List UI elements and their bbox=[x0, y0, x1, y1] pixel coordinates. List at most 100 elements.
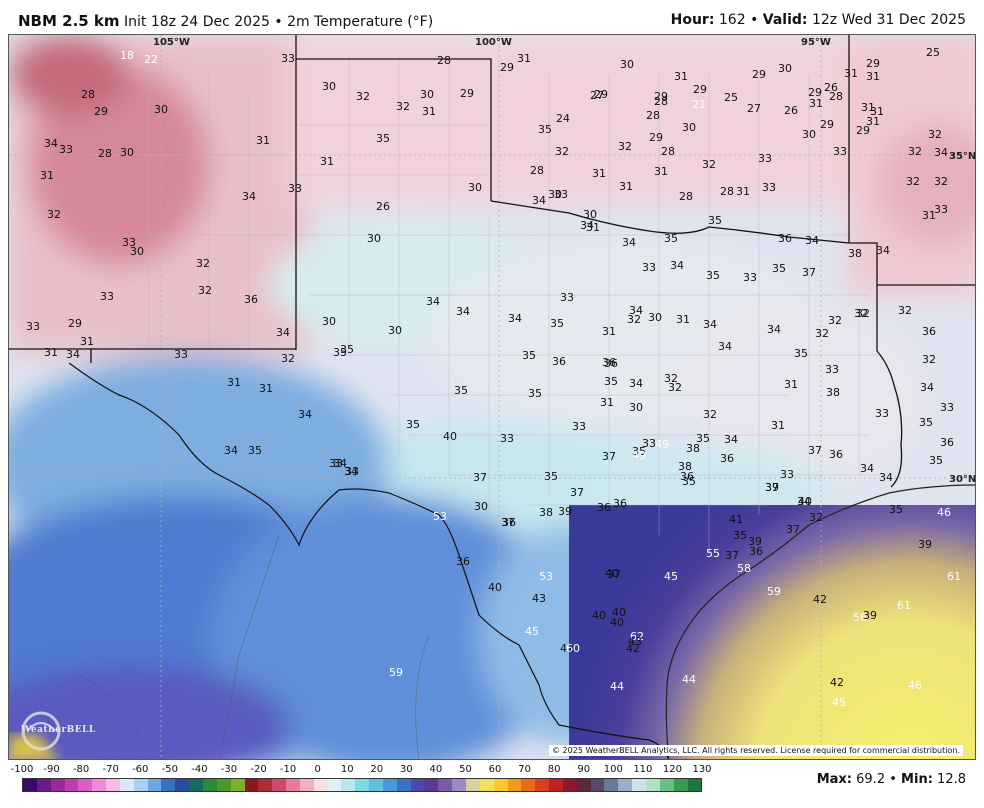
temperature-value: 34 bbox=[629, 304, 643, 317]
scale-tick: -20 bbox=[250, 764, 267, 775]
temperature-value: 30 bbox=[367, 232, 381, 245]
scale-tick: -30 bbox=[220, 764, 238, 775]
temperature-value: 29 bbox=[68, 317, 82, 330]
longitude-labels: 105°W 100°W 95°W bbox=[153, 37, 831, 48]
temperature-value: 33 bbox=[940, 401, 954, 414]
temperature-value: 39 bbox=[863, 609, 877, 622]
temperature-value: 34 bbox=[670, 259, 684, 272]
colorbar-segment bbox=[424, 779, 439, 791]
temperature-value: 39 bbox=[765, 481, 779, 494]
temperature-value: 26 bbox=[784, 104, 798, 117]
temperature-value: 29 bbox=[654, 90, 668, 103]
temperature-value: 33 bbox=[174, 348, 188, 361]
temperature-value: 34 bbox=[718, 340, 732, 353]
temperature-value: 31 bbox=[866, 115, 880, 128]
temperature-value: 42 bbox=[626, 642, 640, 655]
temperature-value: 32 bbox=[898, 304, 912, 317]
temperature-value: 46 bbox=[908, 679, 922, 692]
temperature-value: 36 bbox=[720, 452, 734, 465]
temperature-value: 31 bbox=[586, 221, 600, 234]
temperature-value: 36 bbox=[244, 293, 258, 306]
temperature-value: 30 bbox=[778, 62, 792, 75]
max-min-readout: Max: 69.2 • Min: 12.8 bbox=[817, 772, 966, 787]
temperature-value: 29 bbox=[649, 131, 663, 144]
temperature-value: 24 bbox=[556, 112, 570, 125]
coastline bbox=[665, 484, 975, 759]
model-name: NBM 2.5 km bbox=[18, 12, 120, 30]
temperature-value: 58 bbox=[737, 562, 751, 575]
temperature-value: 32 bbox=[47, 208, 61, 221]
min-label: Min: bbox=[901, 772, 933, 787]
colorbar-segment bbox=[313, 779, 328, 791]
colorbar-segment bbox=[341, 779, 356, 791]
temperature-value: 29 bbox=[594, 88, 608, 101]
scale-tick: 110 bbox=[633, 764, 653, 775]
temperature-value: 40 bbox=[612, 606, 626, 619]
temperature-value: 35 bbox=[333, 346, 347, 359]
colorbar-segment bbox=[521, 779, 536, 791]
scale-tick: 120 bbox=[662, 764, 682, 775]
temperature-value: 33 bbox=[758, 152, 772, 165]
temperature-value: 32 bbox=[702, 158, 716, 171]
colorbar-segment bbox=[133, 779, 148, 791]
temperature-value: 34 bbox=[629, 377, 643, 390]
temperature-value: 32 bbox=[356, 90, 370, 103]
colorbar-segment bbox=[549, 779, 563, 791]
colorbar-segment bbox=[92, 779, 107, 791]
temperature-value: 40 bbox=[798, 495, 812, 508]
temperature-value: 25 bbox=[724, 91, 738, 104]
temperature-value: 26 bbox=[824, 81, 838, 94]
colorbar-segment bbox=[230, 779, 245, 791]
copyright-notice: © 2025 WeatherBELL Analytics, LLC. All r… bbox=[549, 745, 963, 756]
temperature-value: 32 bbox=[618, 140, 632, 153]
temperature-value: 34 bbox=[724, 433, 738, 446]
scale-tick: -40 bbox=[191, 764, 208, 775]
scale-tick: -90 bbox=[43, 764, 60, 775]
colorbar-segment bbox=[272, 779, 287, 791]
temperature-value: 62 bbox=[630, 630, 644, 643]
colorbar-segment bbox=[590, 779, 605, 791]
maxmin-separator: • bbox=[889, 772, 897, 787]
temperature-value: 45 bbox=[664, 570, 678, 583]
temperature-value: 29 bbox=[866, 57, 880, 70]
temperature-value: 31 bbox=[870, 105, 884, 118]
temperature-value: 39 bbox=[748, 535, 762, 548]
temperature-value: 34 bbox=[508, 312, 522, 325]
temperature-value: 35 bbox=[733, 529, 747, 542]
temperature-value: 40 bbox=[605, 567, 619, 580]
map-panel[interactable]: 105°W 100°W 95°W 35°N 30°N 18 22 33 28 29 31 3… bbox=[8, 34, 976, 760]
colorbar-segment bbox=[161, 779, 176, 791]
temperature-value: 30 bbox=[420, 88, 434, 101]
colorbar-segment bbox=[189, 779, 203, 791]
temperature-value: 37 bbox=[602, 450, 616, 463]
scale-tick: -100 bbox=[10, 764, 34, 775]
colorbar-segment bbox=[576, 779, 591, 791]
temperature-value: 32 bbox=[555, 145, 569, 158]
temperature-value: 30 bbox=[474, 500, 488, 513]
logo-wordmark: WeatherBELL bbox=[21, 725, 96, 735]
temperature-value: 36 bbox=[604, 357, 618, 370]
temperature-value: 33 bbox=[288, 182, 302, 195]
colorbar-segment bbox=[562, 779, 577, 791]
temperature-value: 30 bbox=[648, 311, 662, 324]
temperature-value: 30 bbox=[120, 146, 134, 159]
temperature-value: 36 bbox=[552, 355, 566, 368]
colorbar-segment bbox=[244, 779, 259, 791]
temperature-value: 33 bbox=[100, 290, 114, 303]
separator-2: • bbox=[750, 12, 759, 28]
temperature-value: 32 bbox=[815, 327, 829, 340]
colorbar-segment bbox=[327, 779, 342, 791]
temperature-value: 38 bbox=[848, 247, 862, 260]
temperature-value: 30 bbox=[322, 315, 336, 328]
temperature-value: 38 bbox=[539, 506, 553, 519]
temperature-value: 30 bbox=[620, 58, 634, 71]
colorbar-segment bbox=[659, 779, 674, 791]
temperature-value: 31 bbox=[784, 378, 798, 391]
temperature-value: 38 bbox=[686, 442, 700, 455]
temperature-value: 34 bbox=[797, 495, 811, 508]
temperature-value: 33 bbox=[743, 271, 757, 284]
valid-info: Hour: 162 • Valid: 12z Wed 31 Dec 2025 bbox=[671, 12, 966, 28]
temperature-value: 36 bbox=[680, 470, 694, 483]
